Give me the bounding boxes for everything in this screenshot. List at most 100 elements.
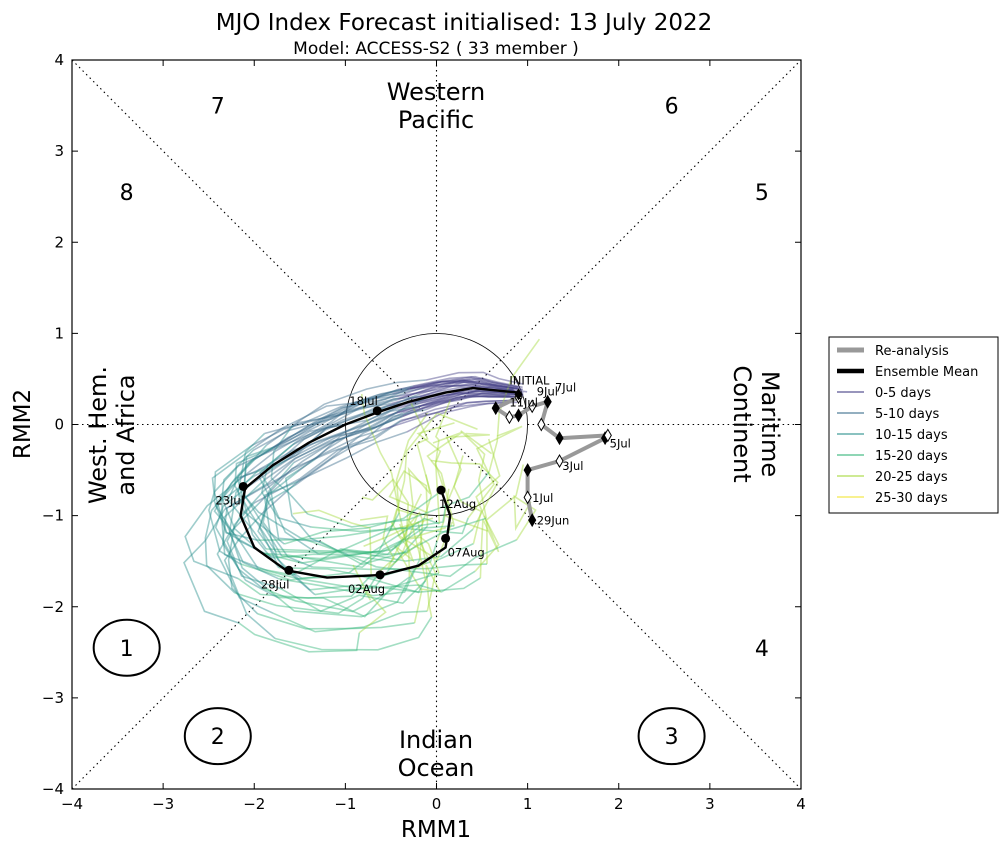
legend-label: 5-10 days — [875, 407, 940, 422]
ensemble-mean-date-label: 23Jul — [215, 493, 244, 507]
ensemble-mean-date-label: 12Aug — [439, 497, 476, 511]
phase-label-6: 6 — [665, 95, 679, 120]
reanalysis-point — [555, 431, 564, 446]
member-track-segment — [271, 397, 412, 468]
member-track-segment — [298, 405, 421, 483]
member-track-segment — [398, 399, 516, 423]
member-track-segment — [395, 412, 429, 553]
member-track-segment — [221, 482, 279, 599]
member-track-segment — [261, 441, 312, 528]
member-track-segment — [262, 537, 407, 569]
member-track-segment — [257, 524, 394, 541]
ensemble-mean-point — [284, 565, 294, 575]
member-track-segment — [216, 502, 274, 614]
member-track-segment — [214, 458, 275, 559]
member-track-segment — [274, 385, 413, 448]
member-track-segment — [402, 395, 517, 414]
ensemble-mean-point — [375, 570, 385, 580]
member-track-segment — [467, 425, 523, 519]
member-track-segment — [238, 622, 361, 653]
ensemble-mean-date-label: 02Aug — [348, 582, 385, 596]
member-track-segment — [361, 478, 410, 539]
x-tick-label: −1 — [334, 795, 356, 813]
member-track-segment — [460, 430, 493, 519]
member-track-segment — [266, 411, 404, 485]
member-track-segment — [264, 415, 404, 491]
member-track-segment — [314, 570, 476, 596]
member-track-segment — [211, 446, 264, 554]
reanalysis-date-label: 11Jul — [509, 395, 538, 409]
member-track-segment — [396, 390, 515, 409]
member-track-segment — [300, 506, 447, 553]
member-track-segment — [222, 479, 268, 590]
member-track-segment — [264, 388, 409, 435]
y-tick-label: −1 — [42, 507, 64, 525]
legend-label: 15-20 days — [875, 449, 948, 464]
member-track-segment — [387, 395, 512, 417]
member-track-segment — [395, 381, 515, 398]
legend-label: Re-analysis — [875, 344, 949, 359]
x-tick-label: 4 — [796, 795, 806, 813]
ensemble-mean-date-label: 28Jul — [261, 577, 290, 591]
member-track-segment — [314, 395, 431, 460]
x-tick-label: 1 — [523, 795, 533, 813]
ensemble-mean-point — [372, 406, 382, 416]
member-track-segment — [416, 422, 455, 490]
member-track-segment — [403, 466, 431, 540]
member-track-segment — [295, 387, 424, 443]
member-track-segment — [479, 515, 500, 579]
legend-label: 25-30 days — [875, 491, 948, 506]
member-track-segment — [227, 444, 268, 550]
member-track-segment — [352, 564, 387, 634]
region-maritime-line1: Maritime — [756, 371, 784, 477]
y-tick-label: 3 — [54, 142, 64, 160]
member-track-segment — [320, 517, 487, 566]
member-track-segment — [273, 387, 411, 449]
member-track-segment — [221, 475, 269, 572]
phase-circle — [637, 707, 706, 766]
reanalysis-date-label: INITIAL — [509, 373, 550, 387]
member-track-segment — [409, 381, 519, 390]
reanalysis-point — [523, 463, 532, 478]
member-track-segment — [420, 564, 442, 618]
member-track-segment — [426, 431, 463, 526]
member-track-segment — [257, 458, 319, 555]
member-track-segment — [284, 488, 445, 545]
reanalysis-point — [523, 490, 532, 505]
member-track-segment — [388, 469, 429, 526]
member-track-segment — [213, 458, 259, 569]
member-track-segment — [296, 405, 421, 473]
legend-label: Ensemble Mean — [875, 365, 978, 380]
member-track-segment — [399, 384, 516, 399]
member-track-segment — [436, 488, 489, 541]
member-track-segment — [349, 539, 517, 578]
member-track-segment — [277, 572, 440, 618]
member-track-segment — [392, 378, 514, 395]
legend-box — [828, 336, 999, 514]
y-tick-label: 4 — [54, 51, 64, 69]
member-track-segment — [407, 493, 427, 581]
y-tick-label: −2 — [42, 598, 64, 616]
member-track-segment — [397, 385, 515, 401]
y-tick-label: −4 — [42, 780, 64, 798]
member-track-segment — [293, 402, 420, 464]
member-track-segment — [281, 525, 455, 560]
reanalysis-point — [505, 410, 514, 425]
member-track-segment — [390, 511, 424, 560]
reanalysis-point — [491, 401, 500, 416]
member-track-segment — [208, 465, 241, 565]
member-track-segment — [406, 526, 447, 574]
member-track-segment — [226, 489, 281, 590]
member-track-segment — [239, 414, 389, 479]
member-track-segment — [420, 382, 523, 398]
member-track-segment — [259, 443, 321, 543]
member-track-segment — [257, 613, 415, 630]
member-track-segment — [431, 459, 499, 530]
member-track-segment — [184, 479, 239, 580]
legend: Re-analysis Ensemble Mean 0-5 days 5-10 day… — [828, 336, 999, 514]
reanalysis-date-label: 3Jul — [562, 459, 583, 473]
member-track-segment — [363, 521, 427, 571]
member-track-segment — [488, 338, 541, 473]
region-indian-ocean-line1: Indian — [399, 726, 473, 754]
member-track-segment — [257, 538, 405, 576]
